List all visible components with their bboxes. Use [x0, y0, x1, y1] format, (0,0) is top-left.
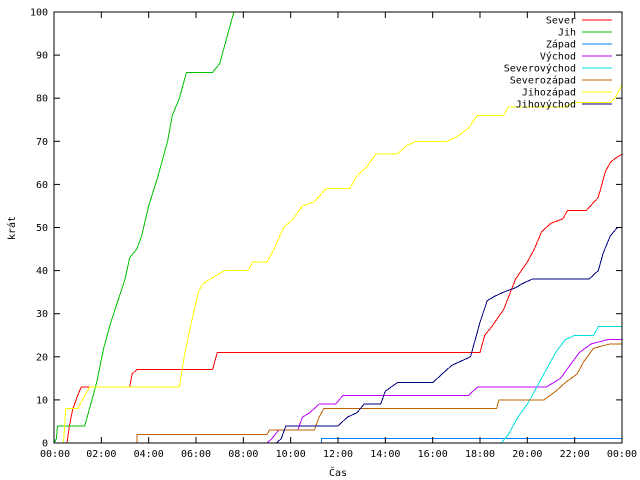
series-line-4 [54, 326, 622, 443]
y-tick-label: 0 [42, 439, 48, 450]
legend-label-7: Jihovýchod [516, 99, 576, 111]
x-tick-label: 08:00 [228, 449, 258, 460]
y-tick-label: 80 [36, 94, 48, 105]
legend-label-2: Západ [546, 39, 576, 51]
y-tick-label: 50 [36, 223, 48, 234]
y-tick-label: 100 [30, 8, 48, 19]
legend-label-1: Jih [558, 28, 576, 39]
legend-label-0: Sever [546, 16, 576, 27]
x-tick-label: 22:00 [560, 449, 590, 460]
series-line-6 [63, 85, 622, 443]
y-tick-label: 40 [36, 266, 48, 277]
x-tick-label: 12:00 [323, 449, 353, 460]
axes-layer: 0 10 20 30 40 50 60 70 80 90 100 00:00 02:00 04:00 06:… [30, 8, 637, 461]
series-layer [54, 12, 622, 443]
x-tick-label: 06:00 [181, 449, 211, 460]
x-tick-label: 00:00 [40, 449, 70, 460]
x-tick-label: 18:00 [465, 449, 495, 460]
y-tick-label: 70 [36, 137, 48, 148]
legend-label-6: Jihozápad [522, 87, 576, 99]
y-tick-label: 60 [36, 180, 48, 191]
legend-label-3: Východ [540, 51, 576, 63]
y-tick-label: 30 [36, 309, 48, 320]
x-axis-label: Čas [329, 466, 347, 479]
series-line-7 [54, 227, 622, 443]
x-tick-label: 10:00 [276, 449, 306, 460]
x-tick-label: 00:00 [607, 449, 637, 460]
series-line-2 [54, 438, 622, 443]
y-axis-label: krát [6, 216, 18, 240]
series-line-1 [54, 12, 235, 443]
y-tick-label: 10 [36, 395, 48, 406]
x-tick-label: 04:00 [134, 449, 164, 460]
y-tick-label: 90 [36, 51, 48, 62]
x-tick-label: 14:00 [370, 449, 400, 460]
x-tick-label: 16:00 [418, 449, 448, 460]
legend-label-4: Severovýchod [504, 63, 576, 75]
x-tick-label: 02:00 [86, 449, 116, 460]
x-tick-label: 20:00 [512, 449, 542, 460]
legend: SeverJihZápadVýchodSeverovýchodSeverozáp… [504, 16, 612, 111]
series-line-3 [54, 339, 622, 443]
legend-label-5: Severozápad [510, 75, 576, 87]
y-tick-label: 20 [36, 352, 48, 363]
series-line-5 [54, 343, 622, 443]
